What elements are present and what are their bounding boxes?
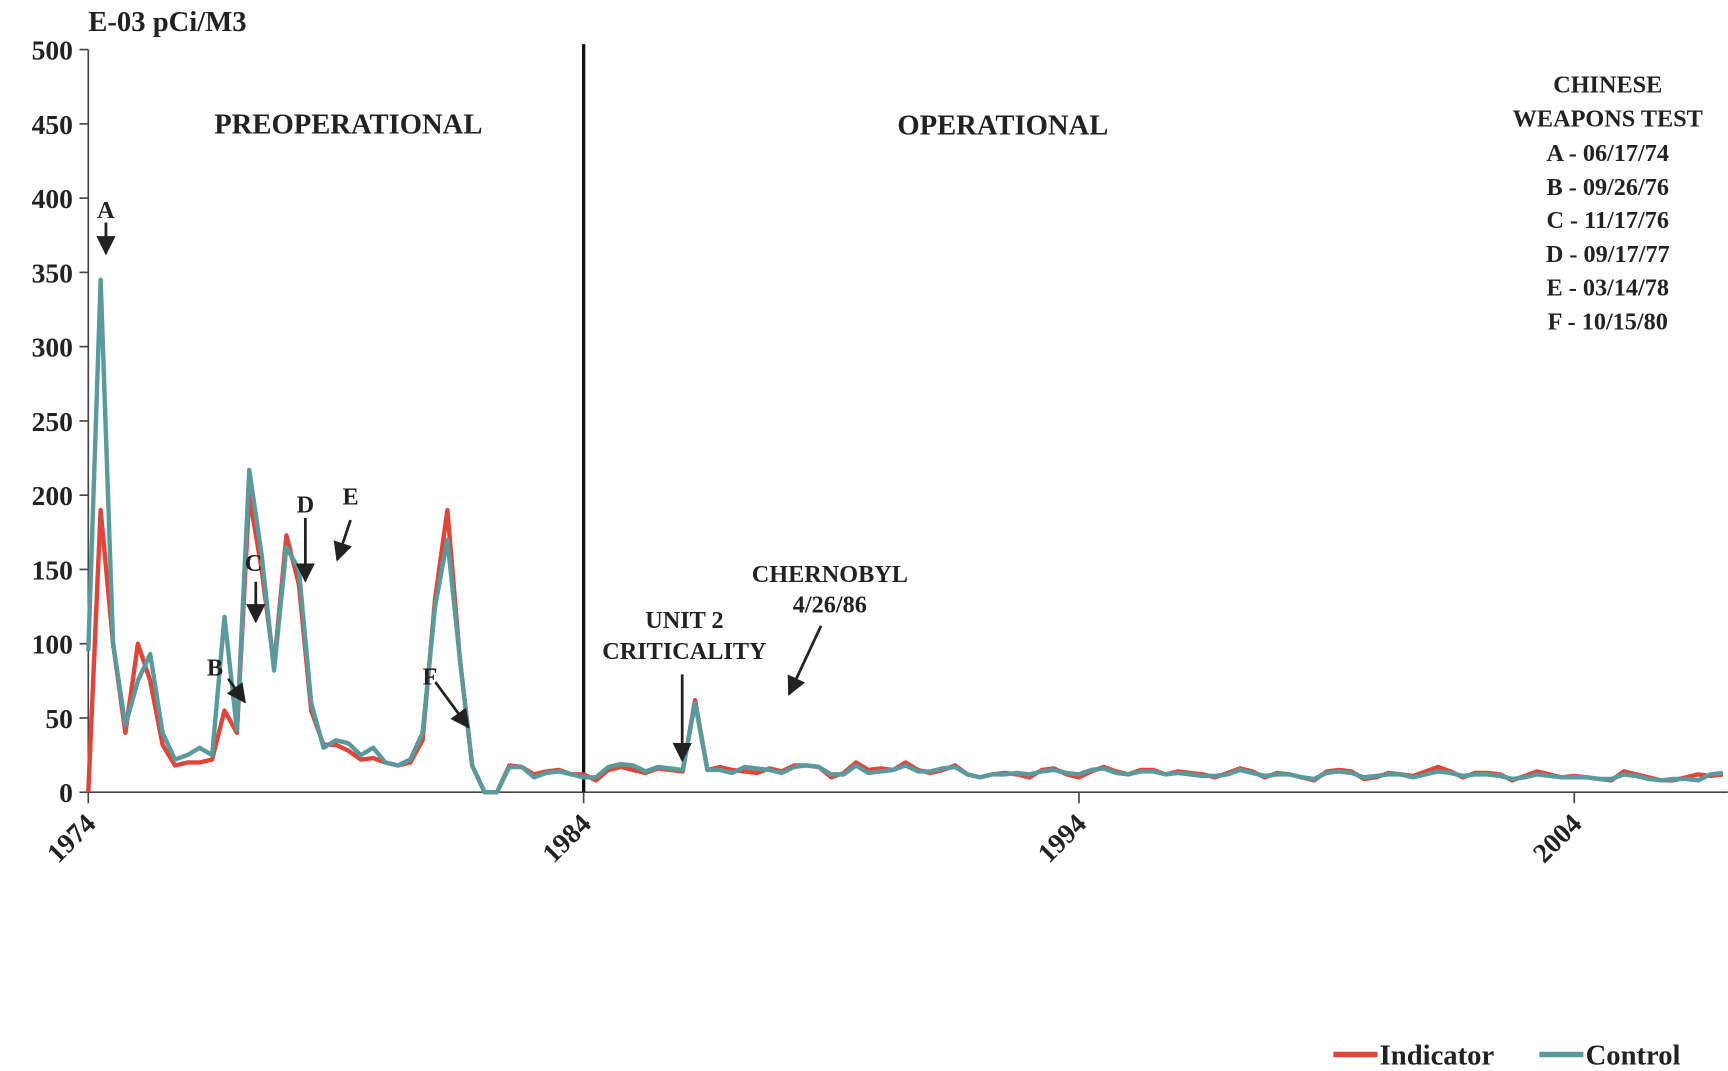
annotation-arrow [226, 677, 246, 704]
annotation: C - 11/17/76 [1546, 207, 1669, 234]
annotation: CHERNOBYL [752, 561, 908, 588]
data-line [86, 492, 1724, 795]
y-tick-label: 350 [32, 257, 73, 288]
annotation: D - 09/17/77 [1546, 241, 1670, 268]
legend-label: Indicator [1380, 1039, 1495, 1071]
annotation: B - 09/26/76 [1546, 174, 1669, 201]
annotation: D [297, 491, 315, 518]
x-tick-label: 2004 [1527, 807, 1588, 868]
annotation: F [422, 663, 437, 690]
y-tick-label: 450 [32, 109, 73, 140]
annotation-arrow [787, 625, 823, 696]
annotation: PREOPERATIONAL [214, 108, 482, 140]
annotation: C [245, 550, 263, 577]
annotation: WEAPONS TEST [1513, 106, 1703, 133]
x-tick-label: 1984 [536, 807, 597, 868]
y-tick-label: 100 [32, 629, 73, 660]
y-tick-label: 400 [32, 183, 73, 214]
y-tick-label: 500 [32, 35, 73, 66]
y-axis-label: E-03 pCi/M3 [88, 6, 246, 38]
annotation: 4/26/86 [793, 592, 867, 619]
y-tick-label: 150 [32, 554, 73, 585]
legend-label: Control [1586, 1039, 1681, 1071]
x-tick-label: 1994 [1031, 807, 1092, 868]
y-tick-label: 300 [32, 332, 73, 363]
y-tick-label: 0 [59, 777, 73, 808]
annotation: E - 03/14/78 [1546, 274, 1669, 301]
annotation: E [342, 484, 358, 511]
annotation-arrow [333, 519, 352, 562]
annotation: CRITICALITY [602, 638, 767, 665]
y-tick-label: 250 [32, 406, 73, 437]
data-line [86, 277, 1724, 795]
annotation-arrow [434, 681, 470, 729]
y-tick-label: 50 [45, 703, 73, 734]
annotation: A - 06/17/74 [1546, 140, 1669, 167]
annotation: B [207, 654, 223, 681]
annotation: A [97, 197, 115, 224]
annotation: F - 10/15/80 [1548, 308, 1668, 335]
y-tick-label: 200 [32, 480, 73, 511]
annotation: OPERATIONAL [897, 109, 1108, 141]
annotation: UNIT 2 [645, 607, 723, 634]
annotation: CHINESE [1553, 72, 1662, 99]
x-tick-label: 1974 [40, 807, 101, 868]
